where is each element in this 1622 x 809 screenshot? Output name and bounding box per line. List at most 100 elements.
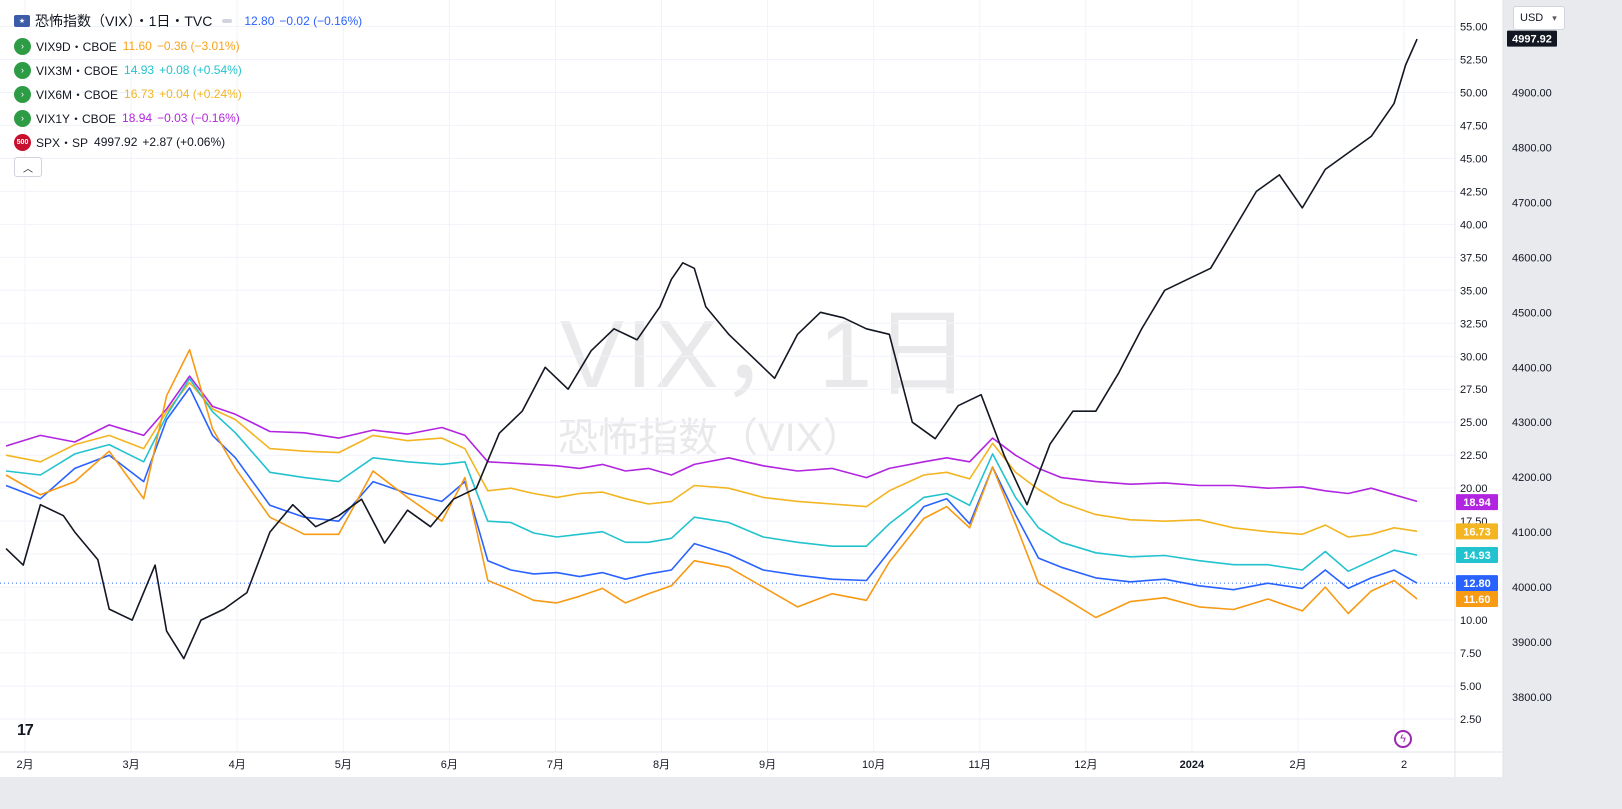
- left-axis-tick: 50.00: [1460, 87, 1488, 99]
- legend-value: 4997.92: [94, 135, 138, 149]
- right-axis-tick: 4200.00: [1512, 472, 1552, 484]
- series-line-vix1y: [5, 375, 1418, 503]
- x-axis-tick: 7月: [547, 759, 564, 771]
- left-axis-tick: 32.50: [1460, 318, 1488, 330]
- cboe-icon: ›: [14, 85, 31, 103]
- last-value-tag-vix6m: [1456, 523, 1498, 540]
- plot-area[interactable]: [0, 0, 1503, 777]
- x-axis-tick: 8月: [653, 759, 670, 771]
- legend-change: +0.04 (+0.24%): [159, 87, 242, 101]
- last-value-tag-spx: [1507, 30, 1557, 47]
- left-axis-tick: 27.50: [1460, 384, 1488, 396]
- cboe-icon: ›: [14, 109, 31, 127]
- currency-label: USD: [1520, 12, 1544, 24]
- x-axis-tick: 4月: [229, 759, 246, 771]
- x-axis-tick: 10月: [862, 759, 885, 771]
- left-axis-tick: 10.00: [1460, 615, 1488, 627]
- x-axis-tick: 9月: [759, 759, 776, 771]
- legend-row-spx[interactable]: 500 SPX・SP 4997.92 +2.87 (+0.06%): [14, 130, 367, 154]
- x-axis-tick: 5月: [335, 759, 352, 771]
- hide-values-toggle[interactable]: [222, 19, 233, 23]
- legend-row-vix[interactable]: ★ 恐怖指数（VIX）・1日・TVC 12.80 −0.02 (−0.16%): [14, 8, 367, 34]
- right-axis-tick: 4600.00: [1512, 252, 1552, 264]
- left-axis-tick: 20.00: [1460, 483, 1488, 495]
- legend-symbol: VIX6M・CBOE: [36, 87, 119, 102]
- legend-change: −0.02 (−0.16%): [279, 14, 363, 28]
- series-line-vix6m: [5, 381, 1418, 538]
- lightning-icon[interactable]: ϟ: [1394, 730, 1412, 748]
- currency-button[interactable]: USD ▾: [1513, 6, 1565, 30]
- chevron-up-icon: ︿: [23, 163, 33, 175]
- legend-row-vix9d[interactable]: › VIX9D・CBOE 11.60 −0.36 (−3.01%): [14, 34, 367, 58]
- legend-value: 18.94: [122, 111, 153, 125]
- left-axis-tick: 55.00: [1460, 21, 1488, 33]
- left-axis-tick: 5.00: [1460, 681, 1481, 693]
- left-axis-tick: 40.00: [1460, 219, 1488, 231]
- left-axis-tick: 42.50: [1460, 186, 1488, 198]
- legend-value: 12.80: [244, 14, 275, 28]
- us-flag-icon: ★: [14, 15, 30, 27]
- right-axis-tick: 4300.00: [1512, 417, 1552, 429]
- series-line-vix3m: [5, 377, 1418, 573]
- legend-symbol: SPX・SP: [36, 135, 89, 150]
- legend-value: 16.73: [124, 87, 155, 101]
- legend-row-vix3m[interactable]: › VIX3M・CBOE 14.93 +0.08 (+0.54%): [14, 58, 367, 82]
- x-axis-tick: 2024: [1180, 759, 1205, 771]
- tradingview-logo[interactable]: 17: [17, 722, 34, 739]
- legend-symbol: 恐怖指数（VIX）・1日・TVC: [35, 13, 213, 29]
- legend-symbol: VIX1Y・CBOE: [36, 111, 117, 126]
- cboe-icon: ›: [14, 37, 31, 55]
- x-axis-tick: 2: [1401, 759, 1407, 771]
- sp500-icon: 500: [14, 133, 31, 151]
- legend-value: 14.93: [124, 63, 155, 77]
- last-value-label-vix3m: 14.93: [1463, 550, 1491, 562]
- last-value-label-vix: 12.80: [1463, 578, 1491, 590]
- legend-row-vix6m[interactable]: › VIX6M・CBOE 16.73 +0.04 (+0.24%): [14, 82, 367, 106]
- left-axis-tick: 47.50: [1460, 120, 1488, 132]
- cboe-icon: ›: [14, 61, 31, 79]
- x-axis-tick: 2月: [16, 759, 33, 771]
- series-line-spx: [5, 38, 1418, 660]
- collapse-legend-button[interactable]: ︿: [14, 157, 42, 177]
- left-axis-tick: 45.00: [1460, 153, 1488, 165]
- left-axis-tick: 37.50: [1460, 252, 1488, 264]
- last-value-tag-vix1y: [1456, 494, 1498, 511]
- right-axis-tick: 4400.00: [1512, 362, 1552, 374]
- right-axis-tick: 4700.00: [1512, 197, 1552, 209]
- last-value-tag-vix: [1456, 575, 1498, 592]
- legend: ★ 恐怖指数（VIX）・1日・TVC 12.80 −0.02 (−0.16%) …: [14, 8, 367, 177]
- left-axis-tick: 2.50: [1460, 714, 1481, 726]
- left-axis-tick: 22.50: [1460, 450, 1488, 462]
- x-axis-tick: 3月: [123, 759, 140, 771]
- last-value-label-spx: 4997.92: [1512, 34, 1552, 46]
- left-axis-tick: 30.00: [1460, 351, 1488, 363]
- series-line-vix: [5, 387, 1418, 591]
- left-axis-tick: 35.00: [1460, 285, 1488, 297]
- left-axis-tick: 7.50: [1460, 648, 1481, 660]
- legend-change: −0.36 (−3.01%): [156, 39, 240, 53]
- right-axis-tick: 4500.00: [1512, 307, 1552, 319]
- x-axis-tick: 6月: [441, 759, 458, 771]
- legend-row-vix1y[interactable]: › VIX1Y・CBOE 18.94 −0.03 (−0.16%): [14, 106, 367, 130]
- right-axis-tick: 3800.00: [1512, 692, 1552, 704]
- last-value-label-vix6m: 16.73: [1463, 526, 1491, 538]
- legend-change: +0.08 (+0.54%): [159, 63, 242, 77]
- legend-change: +2.87 (+0.06%): [142, 135, 226, 149]
- chevron-down-icon: ▾: [1552, 12, 1557, 23]
- right-axis-tick: 4000.00: [1512, 582, 1552, 594]
- x-axis-tick: 2月: [1289, 759, 1306, 771]
- right-axis-tick: 4100.00: [1512, 527, 1552, 539]
- legend-change: −0.03 (−0.16%): [157, 111, 240, 125]
- x-axis-tick: 12月: [1074, 759, 1097, 771]
- right-axis-tick: 4800.00: [1512, 142, 1552, 154]
- last-value-tag-vix9d: [1456, 590, 1498, 607]
- legend-symbol: VIX9D・CBOE: [36, 39, 117, 54]
- legend-value: 11.60: [122, 39, 152, 53]
- right-axis-tick: 3900.00: [1512, 637, 1552, 649]
- right-axis-tick: 4900.00: [1512, 87, 1552, 99]
- series-line-vix9d: [5, 348, 1418, 619]
- x-axis-tick: 11月: [969, 759, 991, 771]
- left-axis-tick: 52.50: [1460, 54, 1488, 66]
